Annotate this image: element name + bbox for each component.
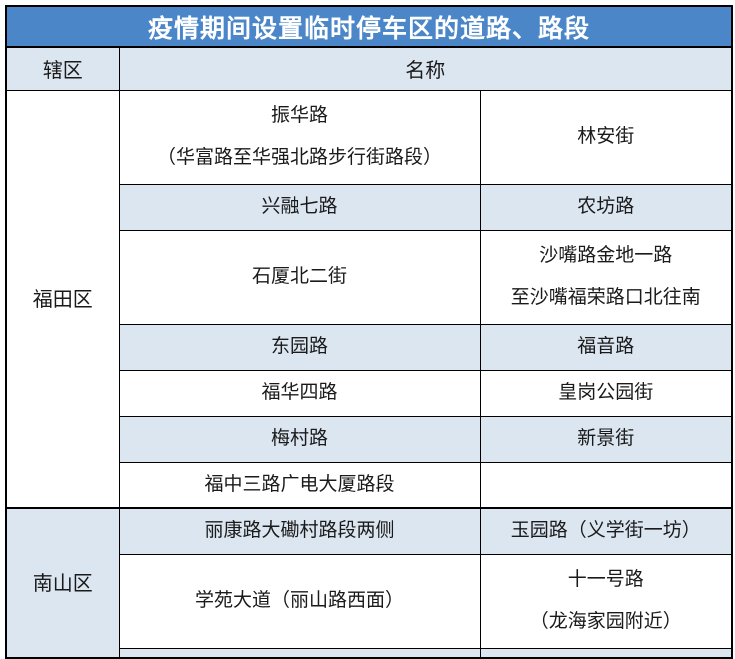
road-name-cell: 丽康路大磡村路段两侧 <box>118 507 481 555</box>
road-name-cell: 十一号路 （龙海家园附近） <box>479 553 733 649</box>
road-name-cell <box>479 647 733 659</box>
road-name-cell: 沙嘴路金地一路 至沙嘴福荣路口北往南 <box>479 229 733 325</box>
road-name-cell: 兴融七路 <box>118 183 481 231</box>
table-title: 疫情期间设置临时停车区的道路、路段 <box>5 5 733 48</box>
road-name-cell: 东园路 <box>118 323 481 371</box>
district-cell: 福田区 <box>5 89 120 509</box>
road-name-cell <box>479 461 733 509</box>
road-name-cell: 石厦北二街 <box>118 229 481 325</box>
road-name-cell: 皇岗公园街 <box>479 369 733 417</box>
road-name-cell: 振华路 （华富路至华强北路步行街路段） <box>118 89 481 185</box>
district-cell: 南山区 <box>5 507 120 659</box>
road-name-cell: 学苑大道（丽山路西面） <box>118 553 481 649</box>
road-name-cell: 福音路 <box>479 323 733 371</box>
table-body: 福田区 振华路 （华富路至华强北路步行街路段） 林安街 兴融七路 农坊路 石厦北二街 沙嘴路… <box>5 89 733 659</box>
table-row: 福田区 振华路 （华富路至华强北路步行街路段） 林安街 <box>5 89 733 509</box>
column-header-district: 辖区 <box>5 46 120 91</box>
table-title-row: 疫情期间设置临时停车区的道路、路段 <box>5 5 733 48</box>
road-name-cell: 玉园路（义学街一坊） <box>479 507 733 555</box>
table-row: 石厦北二街 沙嘴路金地一路 至沙嘴福荣路口北往南 <box>6 229 733 325</box>
table-row: 学苑大道（丽山路西面） 十一号路 （龙海家园附近） <box>6 553 733 649</box>
road-name-cell: 福华四路 <box>118 369 481 417</box>
road-name-cell: 农坊路 <box>479 183 733 231</box>
table-row: 兴融七路 农坊路 <box>6 183 733 231</box>
table-row: 东园路 福音路 <box>6 323 733 371</box>
road-name-cell: 新景街 <box>479 415 733 463</box>
road-name-cell: 林安街 <box>479 89 733 185</box>
table-row: 福中三路广电大厦路段 <box>6 461 733 509</box>
road-name-cell: 梅村路 <box>118 415 481 463</box>
road-name-cell: 福中三路广电大厦路段 <box>118 461 481 509</box>
column-header-row: 辖区 名称 <box>5 46 733 91</box>
road-name-cell <box>118 647 481 659</box>
table-row: 南山区 丽康路大磡村路段两侧 玉园路（义学街一坊） <box>5 507 733 659</box>
temporary-parking-table: 疫情期间设置临时停车区的道路、路段 辖区 名称 福田区 振华路 （华富路至华强北路… <box>5 5 733 659</box>
column-header-name: 名称 <box>118 46 733 91</box>
